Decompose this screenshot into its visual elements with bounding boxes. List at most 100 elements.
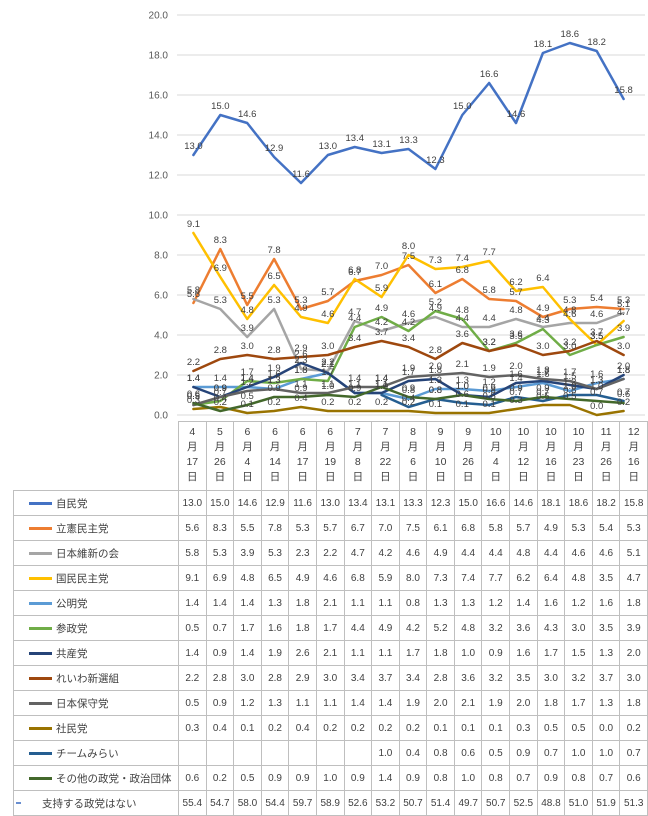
value-cell: 7.8 bbox=[261, 516, 290, 541]
value-cell: 2.1 bbox=[316, 641, 345, 666]
date-header-char: 日 bbox=[269, 471, 281, 483]
value-cell: 0.9 bbox=[206, 641, 235, 666]
data-label: 3.9 bbox=[241, 323, 254, 334]
series-line bbox=[192, 339, 625, 373]
value-cell: 1.4 bbox=[179, 591, 207, 616]
value-cell: 5.4 bbox=[592, 516, 621, 541]
value-cell: 3.5 bbox=[592, 616, 621, 641]
value-cell: 12.3 bbox=[427, 491, 455, 516]
value-cell: 0.9 bbox=[537, 766, 566, 791]
data-label: 0.6 bbox=[456, 389, 469, 400]
data-label: 0.4 bbox=[214, 393, 227, 404]
data-label: 0.1 bbox=[241, 399, 254, 410]
value-cell: 0.2 bbox=[620, 716, 648, 741]
value-cell: 3.6 bbox=[454, 666, 483, 691]
x-axis-date-header: 6 月 4 日 bbox=[234, 421, 262, 491]
date-header-char: 14 bbox=[269, 456, 281, 468]
data-label: 1.7 bbox=[402, 367, 415, 378]
value-cell: 1.3 bbox=[592, 641, 621, 666]
data-label: 7.8 bbox=[267, 245, 280, 256]
date-header-char: 月 bbox=[435, 441, 446, 453]
x-axis-date-header: 7 月 8 日 bbox=[344, 421, 373, 491]
value-cell: 5.9 bbox=[372, 566, 400, 591]
data-label: 3.0 bbox=[563, 341, 576, 352]
value-cell: 1.3 bbox=[454, 591, 483, 616]
data-label: 4.4 bbox=[348, 313, 361, 324]
date-header-char: 10 bbox=[517, 426, 530, 438]
data-label: 0.2 bbox=[267, 397, 280, 408]
value-cell: 2.3 bbox=[289, 541, 317, 566]
value-cell: 1.4 bbox=[510, 591, 538, 616]
value-cell: 1.8 bbox=[620, 591, 648, 616]
value-cell: 3.7 bbox=[592, 666, 621, 691]
value-cell: 3.4 bbox=[399, 666, 428, 691]
y-axis-tick-label: 14.0 bbox=[149, 131, 169, 142]
data-label: 2.0 bbox=[429, 361, 442, 372]
data-label: 0.9 bbox=[214, 383, 227, 394]
data-label: 0.2 bbox=[402, 397, 415, 408]
value-cell: 7.7 bbox=[482, 566, 511, 591]
value-cell: 15.0 bbox=[454, 491, 483, 516]
series-name: 日本維新の会 bbox=[56, 547, 119, 560]
date-header-char: 日 bbox=[214, 471, 226, 483]
data-label: 15.0 bbox=[211, 101, 230, 112]
data-label: 0.7 bbox=[590, 387, 603, 398]
value-cell: 8.3 bbox=[206, 516, 235, 541]
value-cell: 3.2 bbox=[565, 666, 593, 691]
data-label: 0.1 bbox=[429, 399, 442, 410]
data-label: 18.6 bbox=[561, 29, 580, 40]
value-cell: 13.4 bbox=[344, 491, 373, 516]
data-label: 4.7 bbox=[617, 307, 630, 318]
date-header-char: 月 bbox=[490, 441, 502, 453]
data-label: 0.7 bbox=[536, 387, 549, 398]
legend-key-line bbox=[29, 551, 52, 555]
value-cell: 1.8 bbox=[289, 616, 317, 641]
data-label: 5.3 bbox=[214, 295, 227, 306]
data-label: 0.9 bbox=[267, 383, 280, 394]
value-cell: 3.2 bbox=[482, 666, 511, 691]
data-label: 1.4 bbox=[241, 373, 254, 384]
value-cell: 1.0 bbox=[565, 741, 593, 766]
series-name: 支持する政党はない bbox=[42, 797, 137, 810]
series-label-cell: 支持する政党はない bbox=[13, 791, 179, 816]
data-label: 5.7 bbox=[321, 287, 334, 298]
date-header-char: 月 bbox=[297, 441, 308, 453]
value-cell: 1.1 bbox=[372, 641, 400, 666]
date-header-char: 月 bbox=[324, 441, 336, 453]
value-cell: 0.8 bbox=[565, 766, 593, 791]
data-label: 13.0 bbox=[184, 141, 203, 152]
value-cell: 6.2 bbox=[510, 566, 538, 591]
date-header-char: 月 bbox=[600, 441, 612, 453]
value-cell: 4.9 bbox=[537, 516, 566, 541]
value-cell: 6.8 bbox=[454, 516, 483, 541]
series-line bbox=[192, 385, 625, 413]
data-label: 4.4 bbox=[483, 313, 496, 324]
data-label: 4.9 bbox=[536, 303, 549, 314]
series-name: 社民党 bbox=[56, 722, 88, 735]
date-header-char: 4 bbox=[244, 456, 251, 468]
legend-key-line bbox=[29, 751, 52, 755]
date-header-char: 日 bbox=[352, 471, 364, 483]
data-label: 3.0 bbox=[617, 341, 630, 352]
value-cell: 5.1 bbox=[620, 541, 648, 566]
value-cell: 51.3 bbox=[620, 791, 648, 816]
date-header-char: 日 bbox=[187, 471, 198, 483]
data-label: 4.9 bbox=[375, 303, 388, 314]
value-cell: 2.8 bbox=[261, 666, 290, 691]
value-cell: 51.4 bbox=[427, 791, 455, 816]
value-cell: 2.9 bbox=[289, 666, 317, 691]
value-cell: 51.0 bbox=[565, 791, 593, 816]
y-axis-tick-label: 6.0 bbox=[154, 291, 168, 302]
date-header-char: 4 bbox=[189, 426, 196, 438]
data-label: 4.8 bbox=[563, 305, 576, 316]
value-cell: 0.6 bbox=[179, 766, 207, 791]
value-cell: 49.7 bbox=[454, 791, 483, 816]
data-label: 0.7 bbox=[509, 387, 522, 398]
value-cell: 52.6 bbox=[344, 791, 373, 816]
value-cell: 50.7 bbox=[399, 791, 428, 816]
data-label: 0.7 bbox=[214, 387, 227, 398]
data-label: 1.7 bbox=[536, 367, 549, 378]
value-cell: 0.1 bbox=[427, 716, 455, 741]
data-label: 5.7 bbox=[509, 287, 522, 298]
x-axis-date-header: 10 月 4 日 bbox=[482, 421, 511, 491]
